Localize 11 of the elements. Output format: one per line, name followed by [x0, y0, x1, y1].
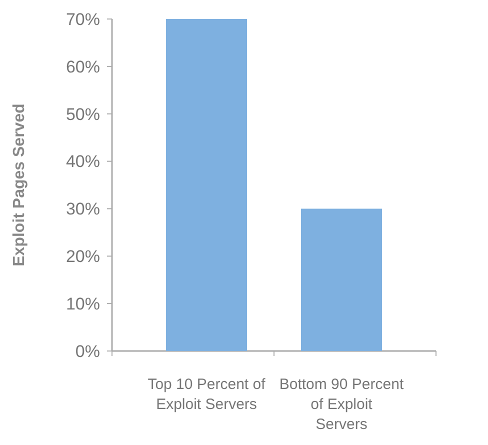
- y-tick-label: 30%: [66, 200, 100, 219]
- y-tick-label: 50%: [66, 104, 100, 124]
- y-tick-label: 20%: [66, 247, 100, 266]
- y-tick-label: 0%: [75, 342, 100, 361]
- x-tick-label: Bottom 90 Percent of Exploit Servers: [279, 376, 404, 433]
- y-tick-label: 70%: [66, 10, 100, 29]
- y-tick-label: 40%: [66, 152, 100, 172]
- y-axis-title: Exploit Pages Served: [11, 104, 28, 266]
- y-tick-label: 10%: [66, 294, 100, 314]
- x-tick-label: Top 10 Percent of Exploit Servers: [148, 376, 266, 413]
- y-tick-label: 60%: [66, 57, 100, 76]
